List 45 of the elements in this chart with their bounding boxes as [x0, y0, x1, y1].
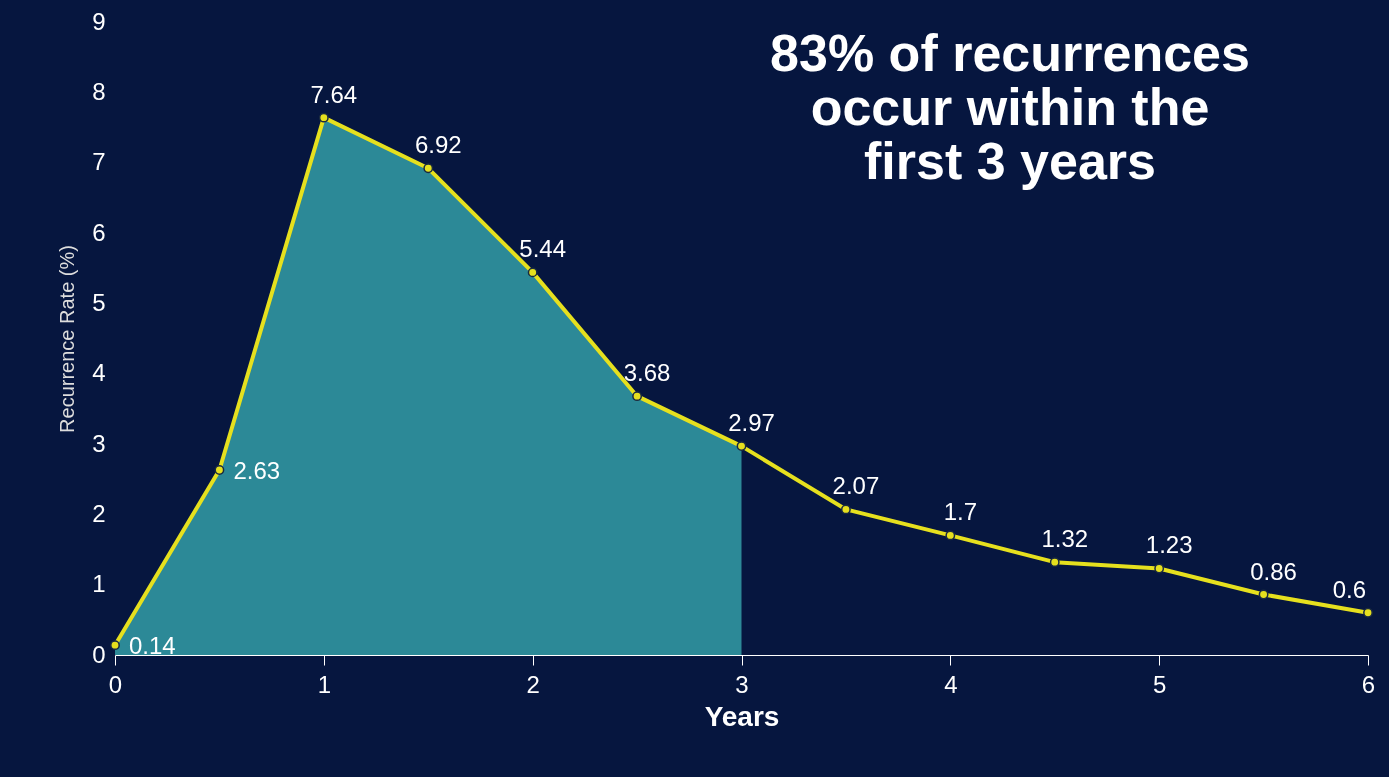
point — [840, 504, 851, 515]
y-tick-label: 4 — [92, 359, 106, 387]
data-label: 2.97 — [728, 409, 775, 437]
x-tick-label: 6 — [1361, 670, 1376, 698]
y-tick-label: 0 — [92, 640, 106, 668]
data-label: 5.44 — [519, 235, 567, 263]
data-label: 2.63 — [233, 457, 281, 485]
y-axis-title: Recurrence Rate (%) — [56, 245, 79, 433]
data-label: 7.64 — [310, 80, 358, 108]
data-label: 1.32 — [1041, 525, 1089, 553]
point — [1154, 563, 1165, 574]
y-tick-label: 1 — [92, 570, 106, 598]
y-tick-label: 8 — [92, 77, 106, 105]
y-tick-label: 2 — [92, 499, 106, 527]
y-tick-label: 5 — [92, 288, 106, 316]
y-tick-label: 6 — [92, 218, 106, 246]
data-label: 0.14 — [129, 632, 176, 660]
y-tick-label: 3 — [92, 429, 106, 457]
data-label: 1.7 — [943, 498, 978, 526]
data-label: 0.6 — [1332, 575, 1366, 603]
point — [1363, 607, 1373, 618]
data-label: 1.23 — [1145, 531, 1193, 559]
data-label: 6.92 — [414, 131, 462, 159]
point — [110, 640, 120, 651]
y-tick-label: 7 — [92, 148, 106, 176]
data-label: 3.68 — [623, 359, 671, 387]
x-tick-label: 3 — [735, 670, 749, 698]
point — [527, 267, 538, 278]
point — [1258, 589, 1269, 600]
x-tick-label: 5 — [1152, 670, 1167, 698]
point — [423, 163, 434, 174]
point — [214, 465, 225, 475]
x-tick-label: 2 — [526, 670, 540, 698]
point — [318, 112, 329, 123]
annotation: 83% of recurrences occur within the first 3 years — [770, 24, 1250, 190]
point — [736, 441, 747, 452]
y-tick-label: 9 — [92, 7, 106, 35]
point — [945, 530, 956, 541]
data-label: 2.07 — [832, 472, 880, 500]
x-tick-label: 1 — [317, 670, 332, 698]
x-tick-label: 4 — [944, 670, 958, 698]
point — [632, 391, 643, 402]
point — [1049, 557, 1060, 568]
data-label: 0.86 — [1250, 557, 1297, 585]
x-axis-title: Years — [704, 700, 780, 732]
